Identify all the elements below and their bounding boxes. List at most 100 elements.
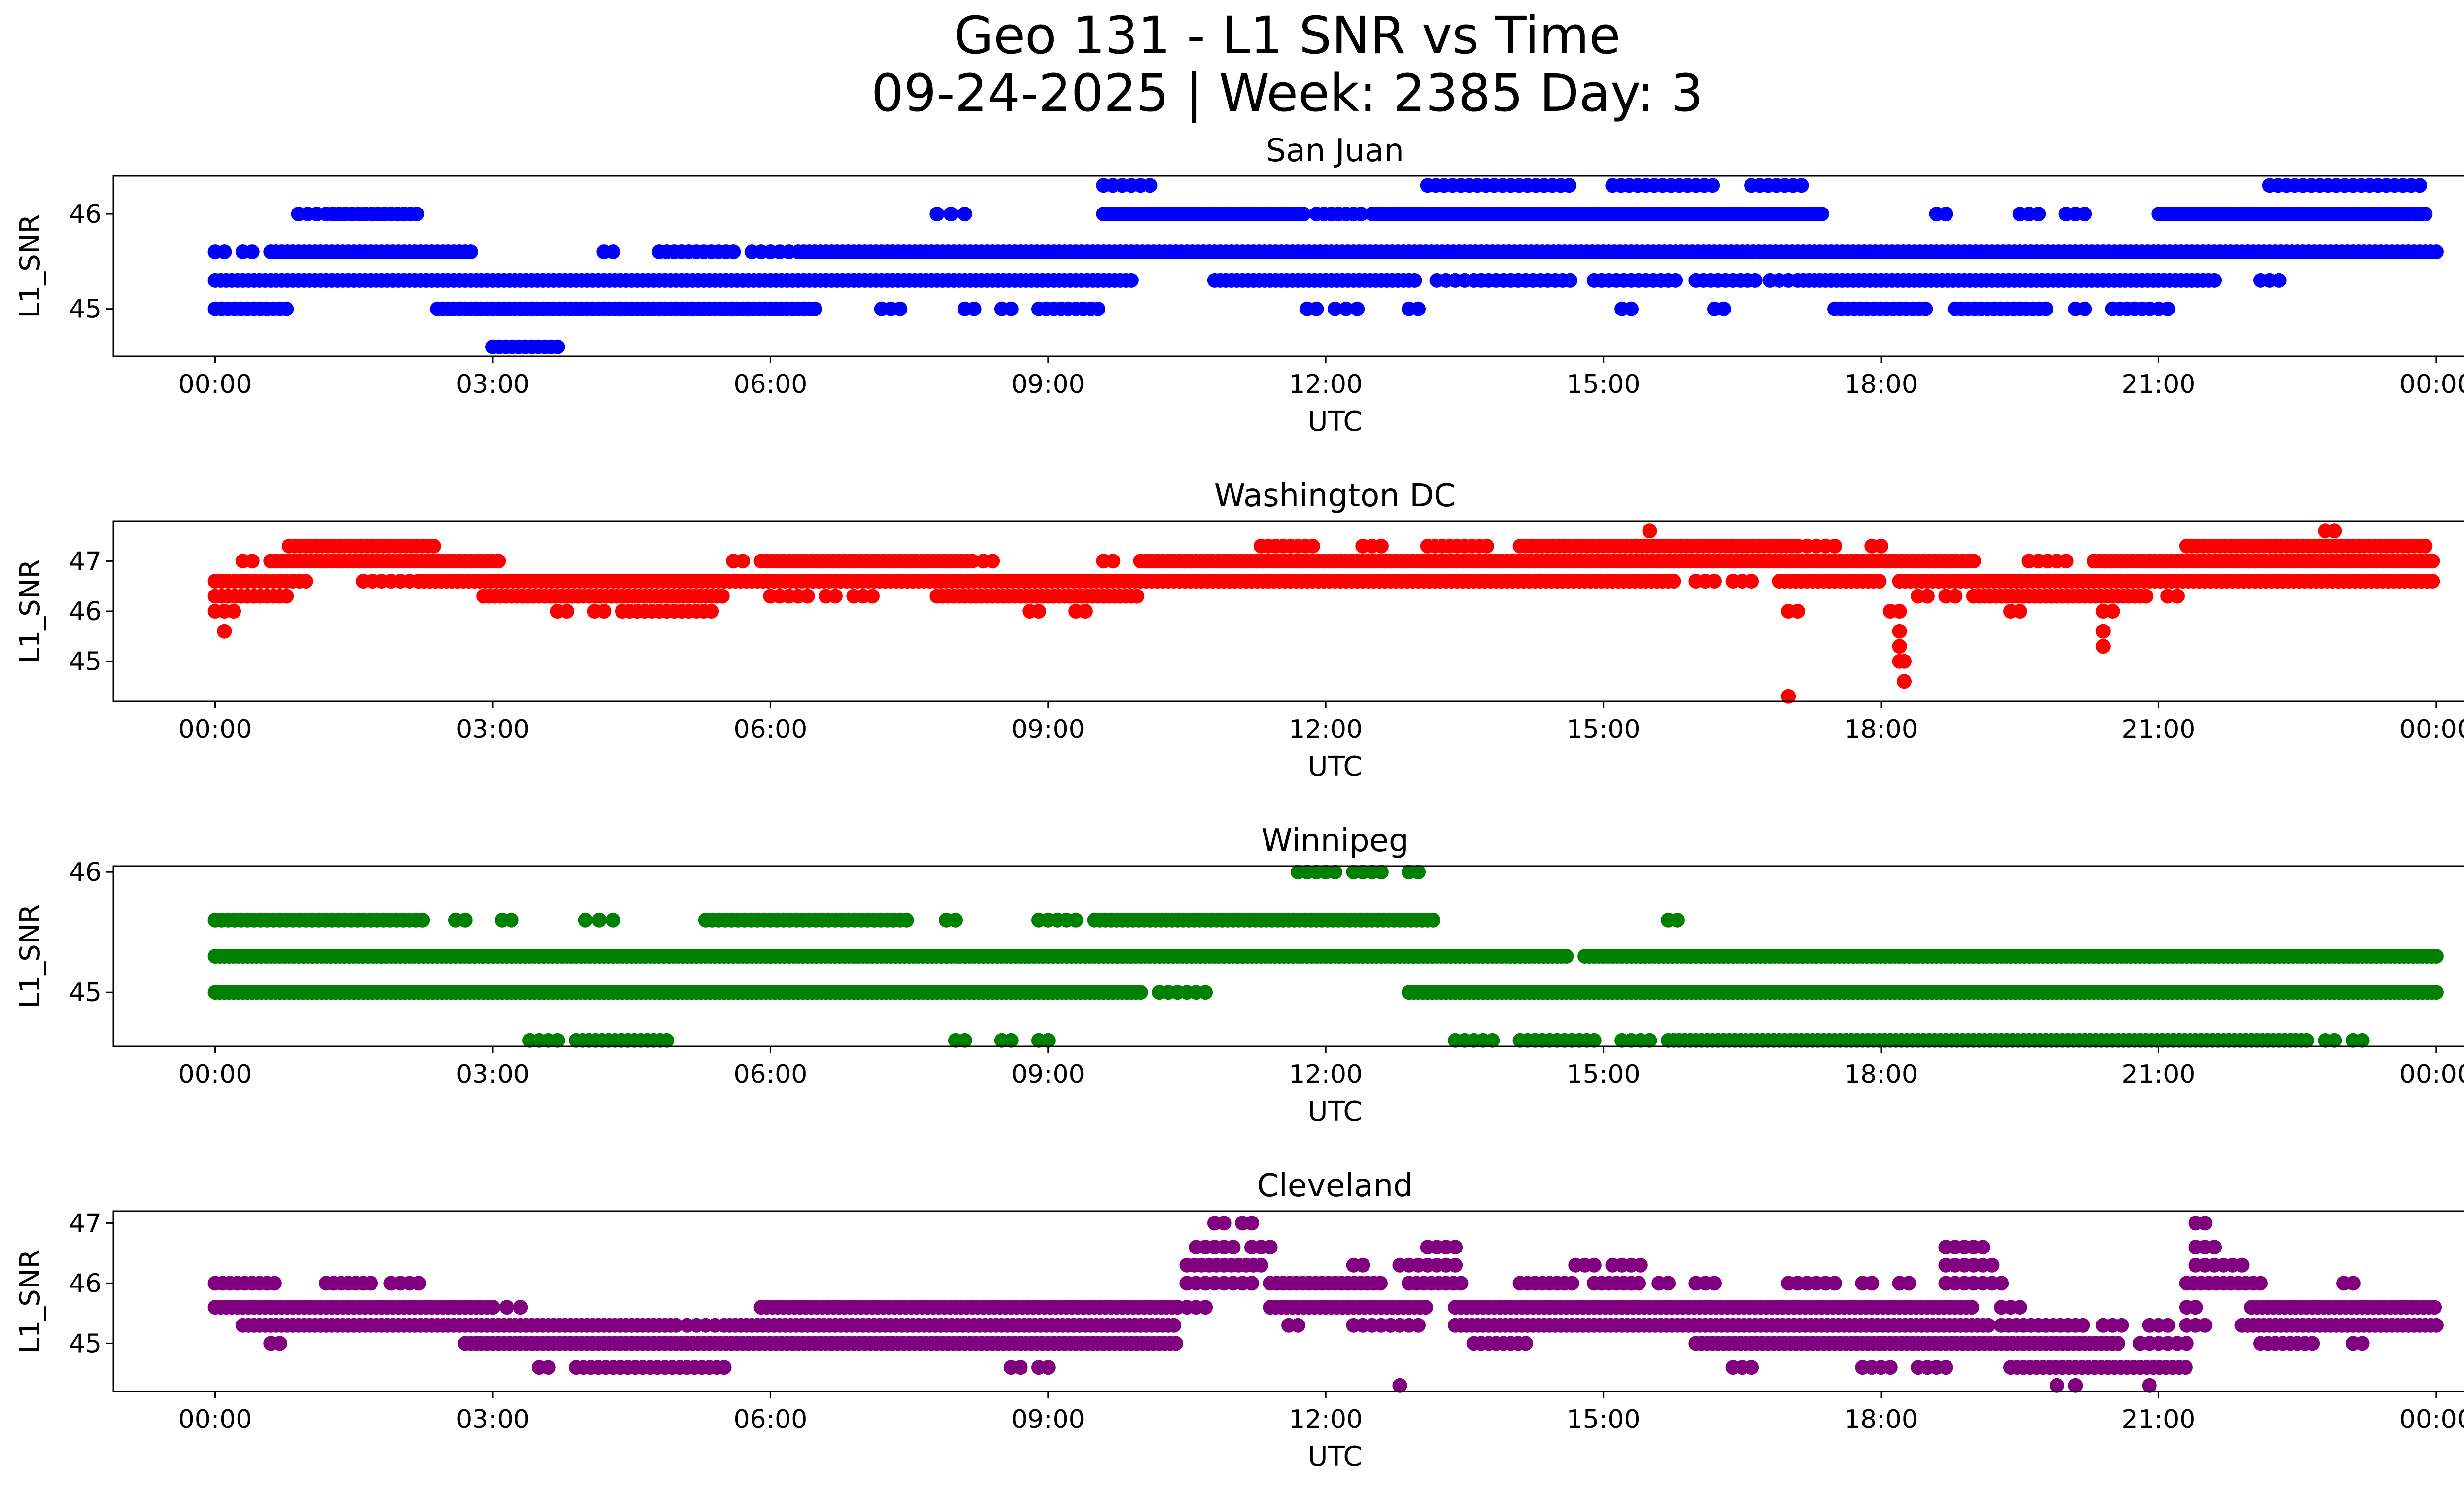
x-tick-label: 00:00 [2399, 1405, 2464, 1434]
data-point [1392, 1378, 1407, 1393]
axes-frame [112, 865, 2464, 1047]
data-point [1872, 574, 1887, 589]
data-point [606, 244, 621, 260]
x-tick-label: 00:00 [2399, 1060, 2464, 1089]
data-point [1142, 178, 1158, 193]
data-point [541, 1360, 556, 1375]
y-tick-label: 46 [69, 1269, 102, 1298]
data-point [1994, 1276, 2009, 1291]
subplot-san-juan: 00:00 03:00 06:00 09:00 12:00 15:00 18:00 21:00… [14, 133, 2464, 438]
y-tick-label: 47 [69, 547, 102, 576]
data-point [957, 1033, 972, 1048]
data-point [1661, 1276, 1676, 1291]
data-point [2179, 1336, 2194, 1351]
x-axis-label: UTC [1307, 751, 1362, 783]
data-point [2429, 949, 2444, 964]
data-point [2253, 1276, 2268, 1291]
data-point [1716, 301, 1731, 316]
data-point [1827, 1276, 1843, 1291]
data-point [1918, 301, 1933, 316]
subplot-cleveland: 00:00 03:00 06:00 09:00 12:00 15:00 18:00 21:00… [14, 1168, 2464, 1473]
data-point [715, 589, 730, 604]
x-tick-label: 09:00 [1011, 715, 1085, 744]
data-point [596, 604, 612, 619]
scatter-series [207, 865, 2444, 1048]
data-point [892, 301, 908, 316]
data-point [1216, 1216, 1232, 1231]
data-point [1133, 985, 1148, 1000]
data-point [1897, 674, 1912, 689]
data-point [2058, 554, 2074, 569]
data-point [1091, 301, 1106, 316]
data-point [1003, 1033, 1019, 1048]
x-tick-label: 09:00 [1011, 370, 1085, 399]
data-point [1040, 1360, 1056, 1375]
data-point [1975, 1240, 1990, 1255]
data-point [1518, 1336, 1533, 1351]
data-point [1411, 865, 1426, 880]
data-point [985, 554, 1000, 569]
data-point [1290, 1318, 1305, 1333]
data-point [1892, 639, 1907, 654]
data-point [606, 912, 621, 928]
data-point [1453, 1276, 1469, 1291]
data-point [1124, 273, 1139, 288]
data-point [1040, 1033, 1056, 1048]
data-point [1642, 523, 1657, 539]
y-tick-label: 46 [69, 200, 102, 229]
data-point [2170, 589, 2185, 604]
data-point [957, 207, 972, 222]
subplot-title: Washington DC [1214, 478, 1456, 514]
data-point [1705, 178, 1720, 193]
scatter-series [207, 1216, 2444, 1393]
data-point [2038, 301, 2053, 316]
data-point [426, 538, 441, 554]
data-point [1633, 1257, 1648, 1273]
data-point [267, 1276, 282, 1291]
data-point [2105, 604, 2120, 619]
data-point [2425, 574, 2440, 589]
data-point [943, 207, 958, 222]
data-point [735, 554, 751, 569]
data-point [1938, 1360, 1953, 1375]
data-point [2327, 1033, 2342, 1048]
figure-title-line-1: Geo 131 - L1 SNR vs Time [954, 5, 1620, 66]
y-tick-label: 45 [69, 1329, 102, 1358]
data-point [2012, 1300, 2027, 1315]
data-point [1668, 273, 1683, 288]
data-point [217, 244, 232, 260]
data-point [2075, 1318, 2090, 1333]
data-point [1624, 301, 1639, 316]
data-point [1864, 1276, 1880, 1291]
data-point [1564, 1276, 1579, 1291]
data-point [1707, 574, 1722, 589]
data-point [1938, 207, 1953, 222]
data-point [2207, 273, 2222, 288]
x-tick-label: 03:00 [456, 1060, 530, 1089]
data-point [1948, 589, 1963, 604]
data-point [1562, 178, 1577, 193]
data-point [1338, 301, 1354, 316]
data-point [2095, 624, 2111, 639]
x-tick-label: 15:00 [1567, 1060, 1641, 1089]
data-point [1670, 912, 1685, 928]
x-tick-label: 18:00 [1844, 370, 1918, 399]
data-point [2197, 1216, 2213, 1231]
data-point [1794, 178, 1809, 193]
data-point [1744, 1360, 1759, 1375]
data-point [2077, 301, 2092, 316]
data-point [273, 1336, 287, 1351]
data-point [1964, 1300, 1980, 1315]
x-tick-label: 15:00 [1567, 370, 1641, 399]
data-point [1373, 865, 1389, 880]
data-point [1781, 689, 1796, 704]
scatter-series [207, 523, 2440, 704]
data-point [244, 554, 260, 569]
data-point [2142, 1378, 2157, 1393]
data-point [1411, 1318, 1426, 1333]
data-point [1744, 574, 1759, 589]
data-point [1031, 604, 1046, 619]
x-tick-label: 06:00 [733, 715, 807, 744]
data-point [1747, 273, 1763, 288]
x-tick-label: 12:00 [1289, 1405, 1363, 1434]
